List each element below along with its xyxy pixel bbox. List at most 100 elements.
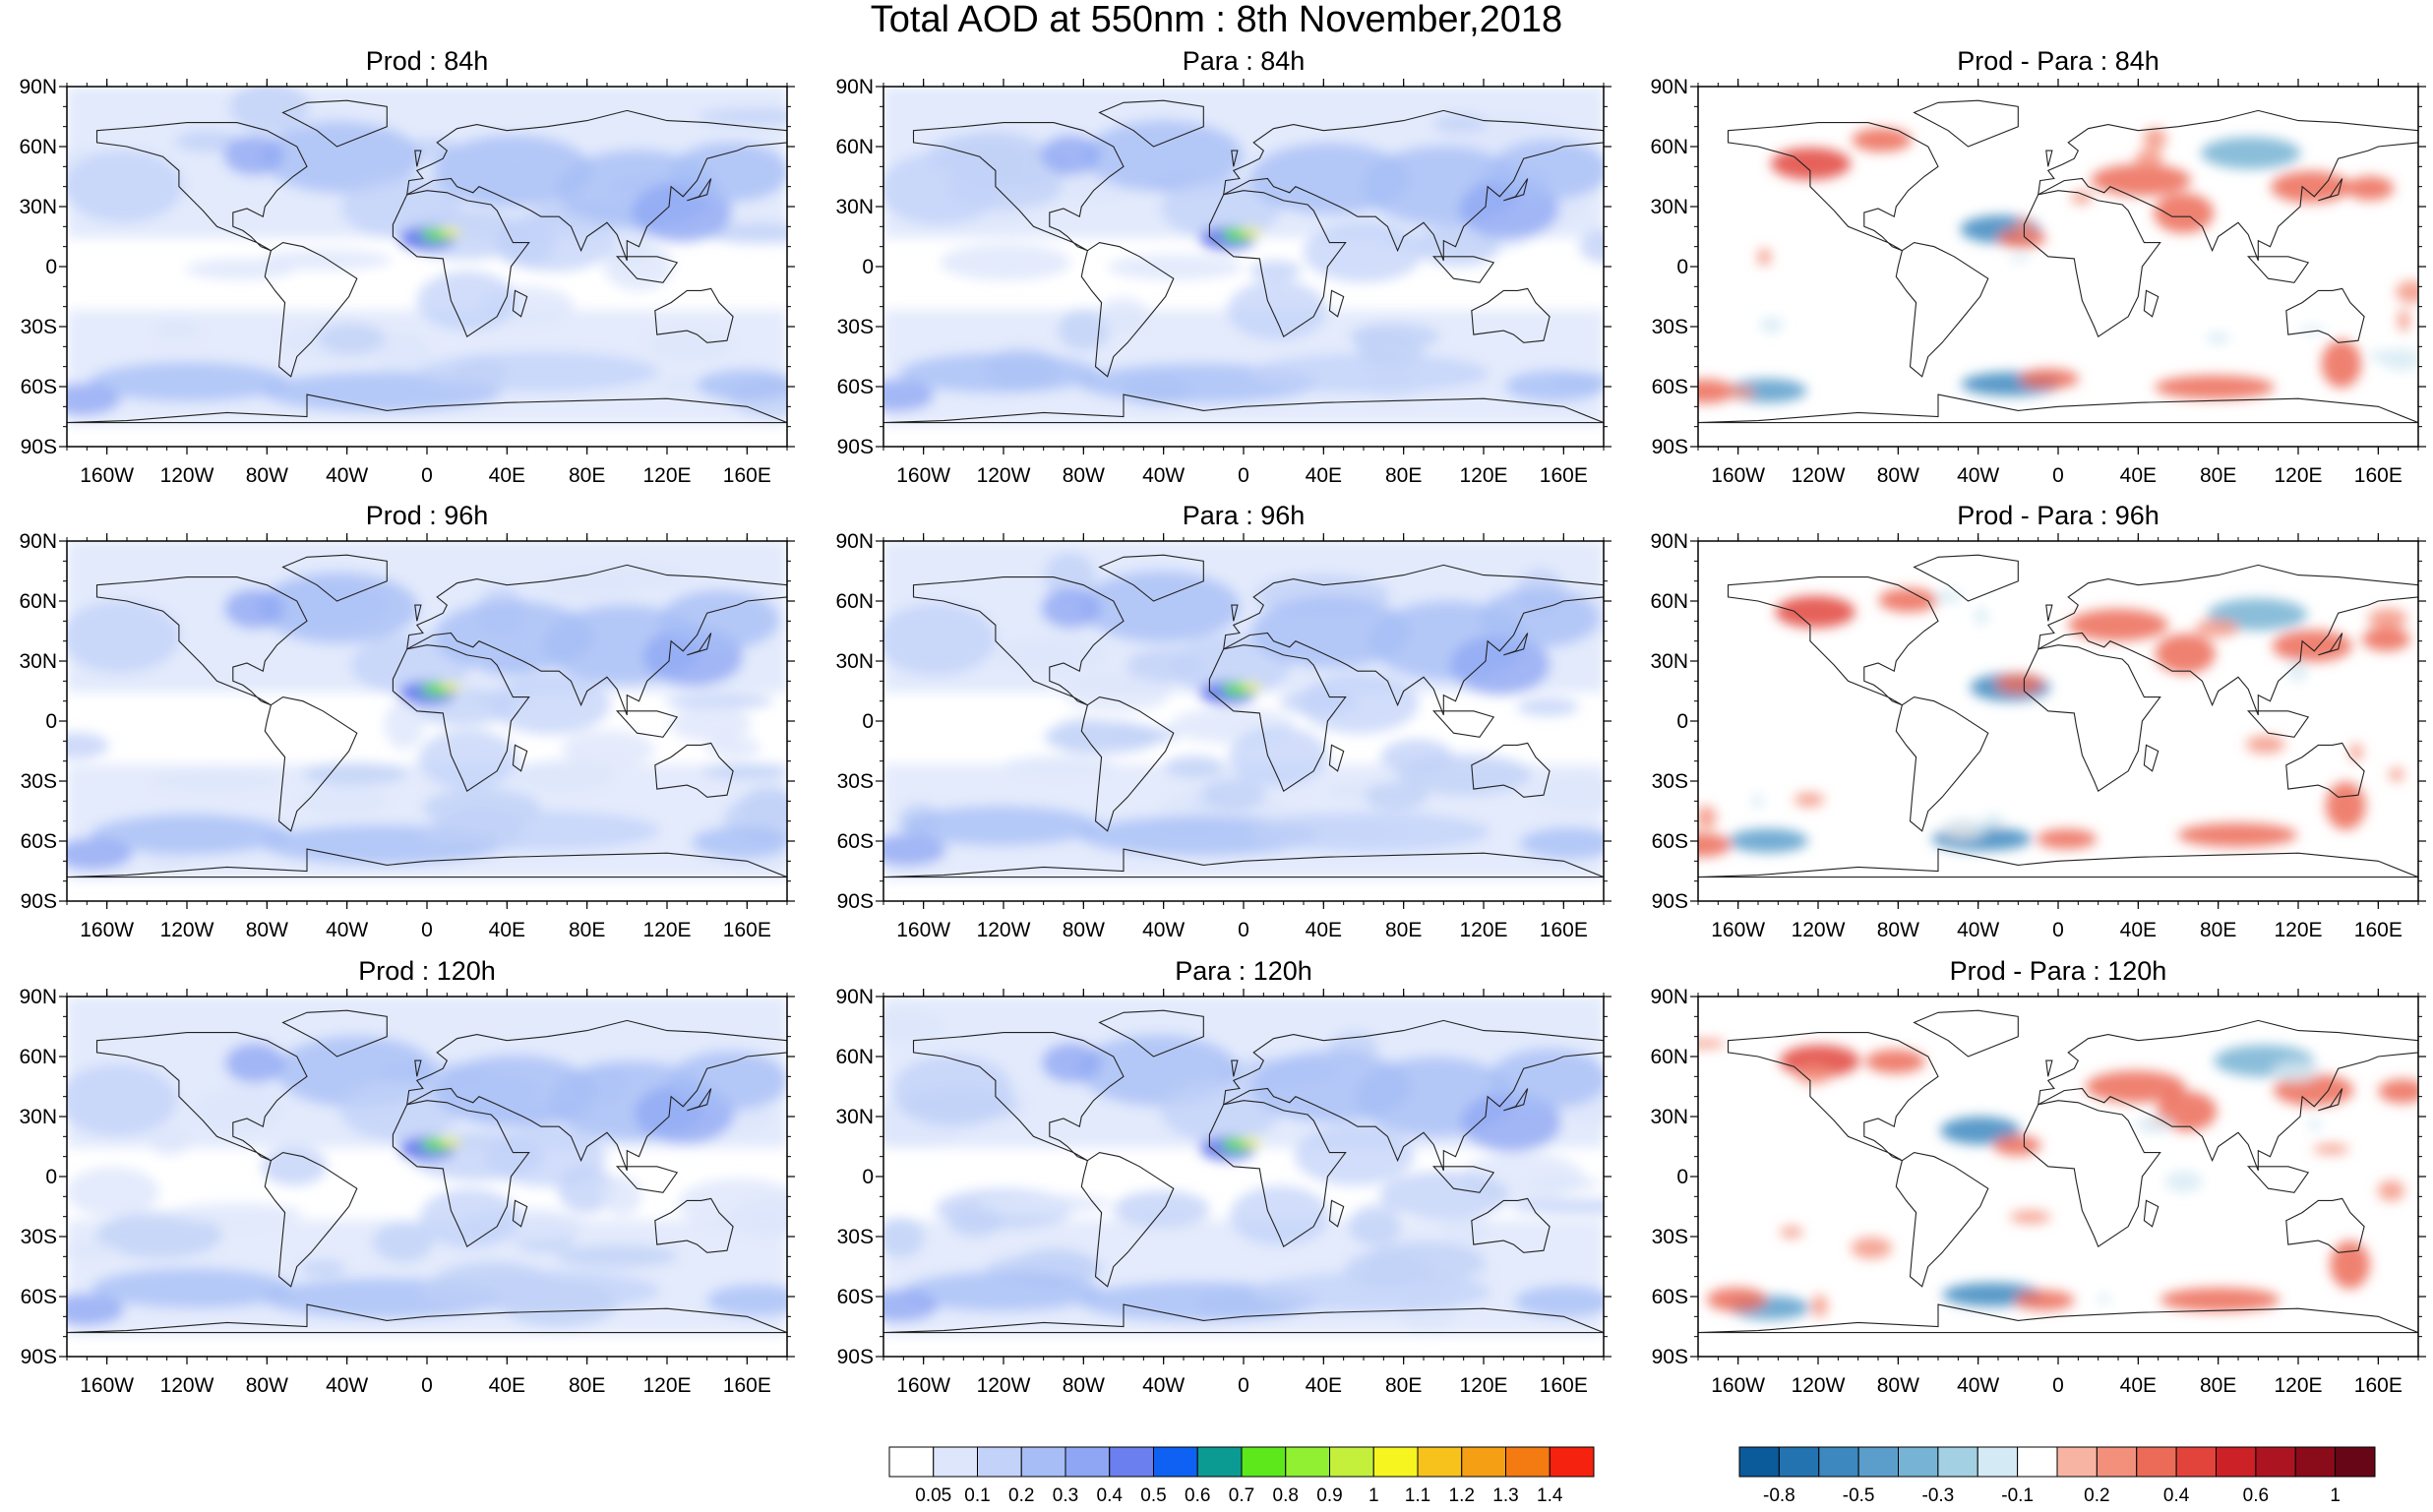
aod-colorbar: 0.05 0.1 0.2 0.3 0.4 0.5 0.6 0.7 0.8 0.9 1 1.1 1.2 1.… — [888, 1446, 1597, 1506]
lat-tick-label: 0 — [45, 1166, 57, 1188]
lat-tick-label: 30N — [1650, 196, 1688, 218]
colorbar-label: -0.5 — [1843, 1485, 1875, 1506]
lat-tick-label: 90S — [21, 436, 57, 458]
data-field — [1698, 997, 2418, 1357]
lat-tick-label: 60S — [1652, 830, 1688, 853]
colorbar-label: 0.9 — [1316, 1485, 1342, 1506]
lon-tick-label: 160E — [2354, 1374, 2403, 1397]
colorbar-label: 1.3 — [1492, 1485, 1518, 1506]
lon-tick-label: 40W — [1142, 464, 1185, 487]
lat-tick-label: 30N — [835, 1106, 874, 1128]
map-panel: Para : 84h 90N 60N 30N 0 30S 60S 90S 160W 120W 80W… — [835, 43, 1631, 506]
lat-tick-label: 30N — [835, 196, 874, 218]
lon-tick-label: 160W — [896, 919, 950, 941]
colorbar-swatch — [2335, 1446, 2376, 1478]
colorbar-label: 1.1 — [1405, 1485, 1430, 1506]
lon-tick-label: 80E — [2200, 919, 2236, 941]
lon-tick-label: 40W — [326, 919, 368, 941]
lon-tick-label: 80E — [1385, 919, 1422, 941]
lon-tick-label: 120W — [1792, 464, 1846, 487]
lat-tick-label: 90N — [835, 530, 874, 553]
lat-tick-label: 0 — [1676, 710, 1688, 733]
lon-tick-label: 160W — [1711, 464, 1765, 487]
coastlines — [883, 554, 1604, 878]
colorbar-swatch — [2175, 1446, 2217, 1478]
colorbar-swatch — [1109, 1446, 1154, 1478]
colorbar-swatch — [2056, 1446, 2098, 1478]
colorbar-label: 0.8 — [1273, 1485, 1299, 1506]
lon-tick-label: 80W — [1877, 464, 1919, 487]
lat-tick-label: 0 — [862, 256, 874, 278]
lon-tick-label: 120W — [160, 919, 214, 941]
lat-tick-label: 60N — [1650, 136, 1688, 158]
panel-title: Prod - Para : 84h — [1957, 46, 2159, 76]
lat-tick-label: 60N — [19, 136, 57, 158]
colorbar-label: 0.6 — [2243, 1485, 2269, 1506]
map-canvas: 90N 60N 30N 0 30S 60S 90S 160W 120W 80W 40W 0 40E 80E… — [1650, 530, 2426, 941]
lat-tick-label: 90S — [21, 890, 57, 913]
lon-tick-label: 0 — [2052, 919, 2064, 941]
lat-tick-label: 60S — [1652, 376, 1688, 398]
panel-title: Prod : 96h — [365, 501, 489, 530]
map-panel: Para : 96h 90N 60N 30N 0 30S 60S 90S 160W 120W 80W… — [835, 498, 1631, 960]
lon-tick-label: 120E — [642, 1374, 691, 1397]
lon-tick-label: 40E — [1306, 1374, 1342, 1397]
colorbar-swatch — [1064, 1446, 1111, 1478]
lon-tick-label: 0 — [2052, 464, 2064, 487]
data-field — [883, 997, 1604, 1357]
coastlines — [67, 554, 787, 878]
coastlines — [1698, 1009, 2418, 1334]
colorbar-swatch — [1372, 1446, 1419, 1478]
lat-tick-label: 90S — [837, 436, 874, 458]
colorbar-label: -0.8 — [1763, 1485, 1795, 1506]
lon-tick-label: 80W — [246, 919, 288, 941]
coastlines — [67, 99, 787, 424]
panel-title: Para : 96h — [1182, 501, 1306, 530]
lat-tick-label: 90S — [1652, 890, 1688, 913]
lon-tick-label: 120W — [1792, 1374, 1846, 1397]
coastlines — [883, 1009, 1604, 1334]
lon-tick-label: 40E — [2120, 1374, 2157, 1397]
colorbar-label: 1.2 — [1449, 1485, 1475, 1506]
lon-tick-label: 40W — [1142, 919, 1185, 941]
lat-tick-label: 30N — [1650, 650, 1688, 673]
lon-tick-label: 80E — [569, 464, 605, 487]
colorbar-swatch — [888, 1446, 935, 1478]
lat-tick-label: 30N — [19, 1106, 57, 1128]
lon-tick-label: 0 — [1238, 464, 1249, 487]
lon-tick-label: 40E — [2120, 919, 2157, 941]
panel-title: Para : 84h — [1182, 46, 1306, 76]
colorbar-label: 0.3 — [1053, 1485, 1078, 1506]
lon-tick-label: 40W — [1957, 919, 1999, 941]
lat-tick-label: 30S — [21, 1226, 57, 1248]
lat-tick-label: 90N — [1650, 986, 1688, 1008]
colorbar-swatch — [1857, 1446, 1899, 1478]
colorbar-label: 0.1 — [964, 1485, 990, 1506]
lon-tick-label: 120E — [1459, 464, 1507, 487]
lat-tick-label: 60S — [21, 376, 57, 398]
lon-tick-label: 80W — [1877, 1374, 1919, 1397]
coastlines — [1698, 99, 2418, 424]
lon-tick-label: 120E — [642, 464, 691, 487]
map-canvas: 90N 60N 30N 0 30S 60S 90S 160W 120W 80W 40W 0 40E 80E… — [19, 530, 795, 941]
colorbar-label: 0.2 — [1008, 1485, 1034, 1506]
lat-tick-label: 0 — [862, 710, 874, 733]
colorbar-swatch — [1738, 1446, 1780, 1478]
colorbar-label: -0.1 — [2001, 1485, 2034, 1506]
map-canvas: 90N 60N 30N 0 30S 60S 90S 160W 120W 80W 40W 0 40E 80E… — [1650, 986, 2426, 1397]
map-canvas: 90N 60N 30N 0 30S 60S 90S 160W 120W 80W 40W 0 40E 80E… — [1650, 76, 2426, 487]
lon-tick-label: 160W — [1711, 1374, 1765, 1397]
lat-tick-label: 60N — [1650, 1046, 1688, 1068]
colorbar-swatch — [2216, 1446, 2257, 1478]
colorbar-swatch — [1196, 1446, 1243, 1478]
map-panel: Prod - Para : 120h 90N 60N 30N 0 30S 60S 90S 160… — [1650, 953, 2433, 1416]
panel-title: Prod - Para : 96h — [1957, 501, 2159, 530]
colorbar-swatch — [1505, 1446, 1551, 1478]
colorbar-swatch — [933, 1446, 978, 1478]
lon-tick-label: 120W — [977, 1374, 1031, 1397]
colorbar-swatch — [977, 1446, 1022, 1478]
map-panel: Prod : 120h 90N 60N 30N 0 30S 60S 90S 160W 120W 80… — [19, 953, 815, 1416]
lon-tick-label: 120E — [2274, 919, 2322, 941]
lon-tick-label: 160W — [896, 1374, 950, 1397]
lon-tick-label: 80E — [2200, 464, 2236, 487]
